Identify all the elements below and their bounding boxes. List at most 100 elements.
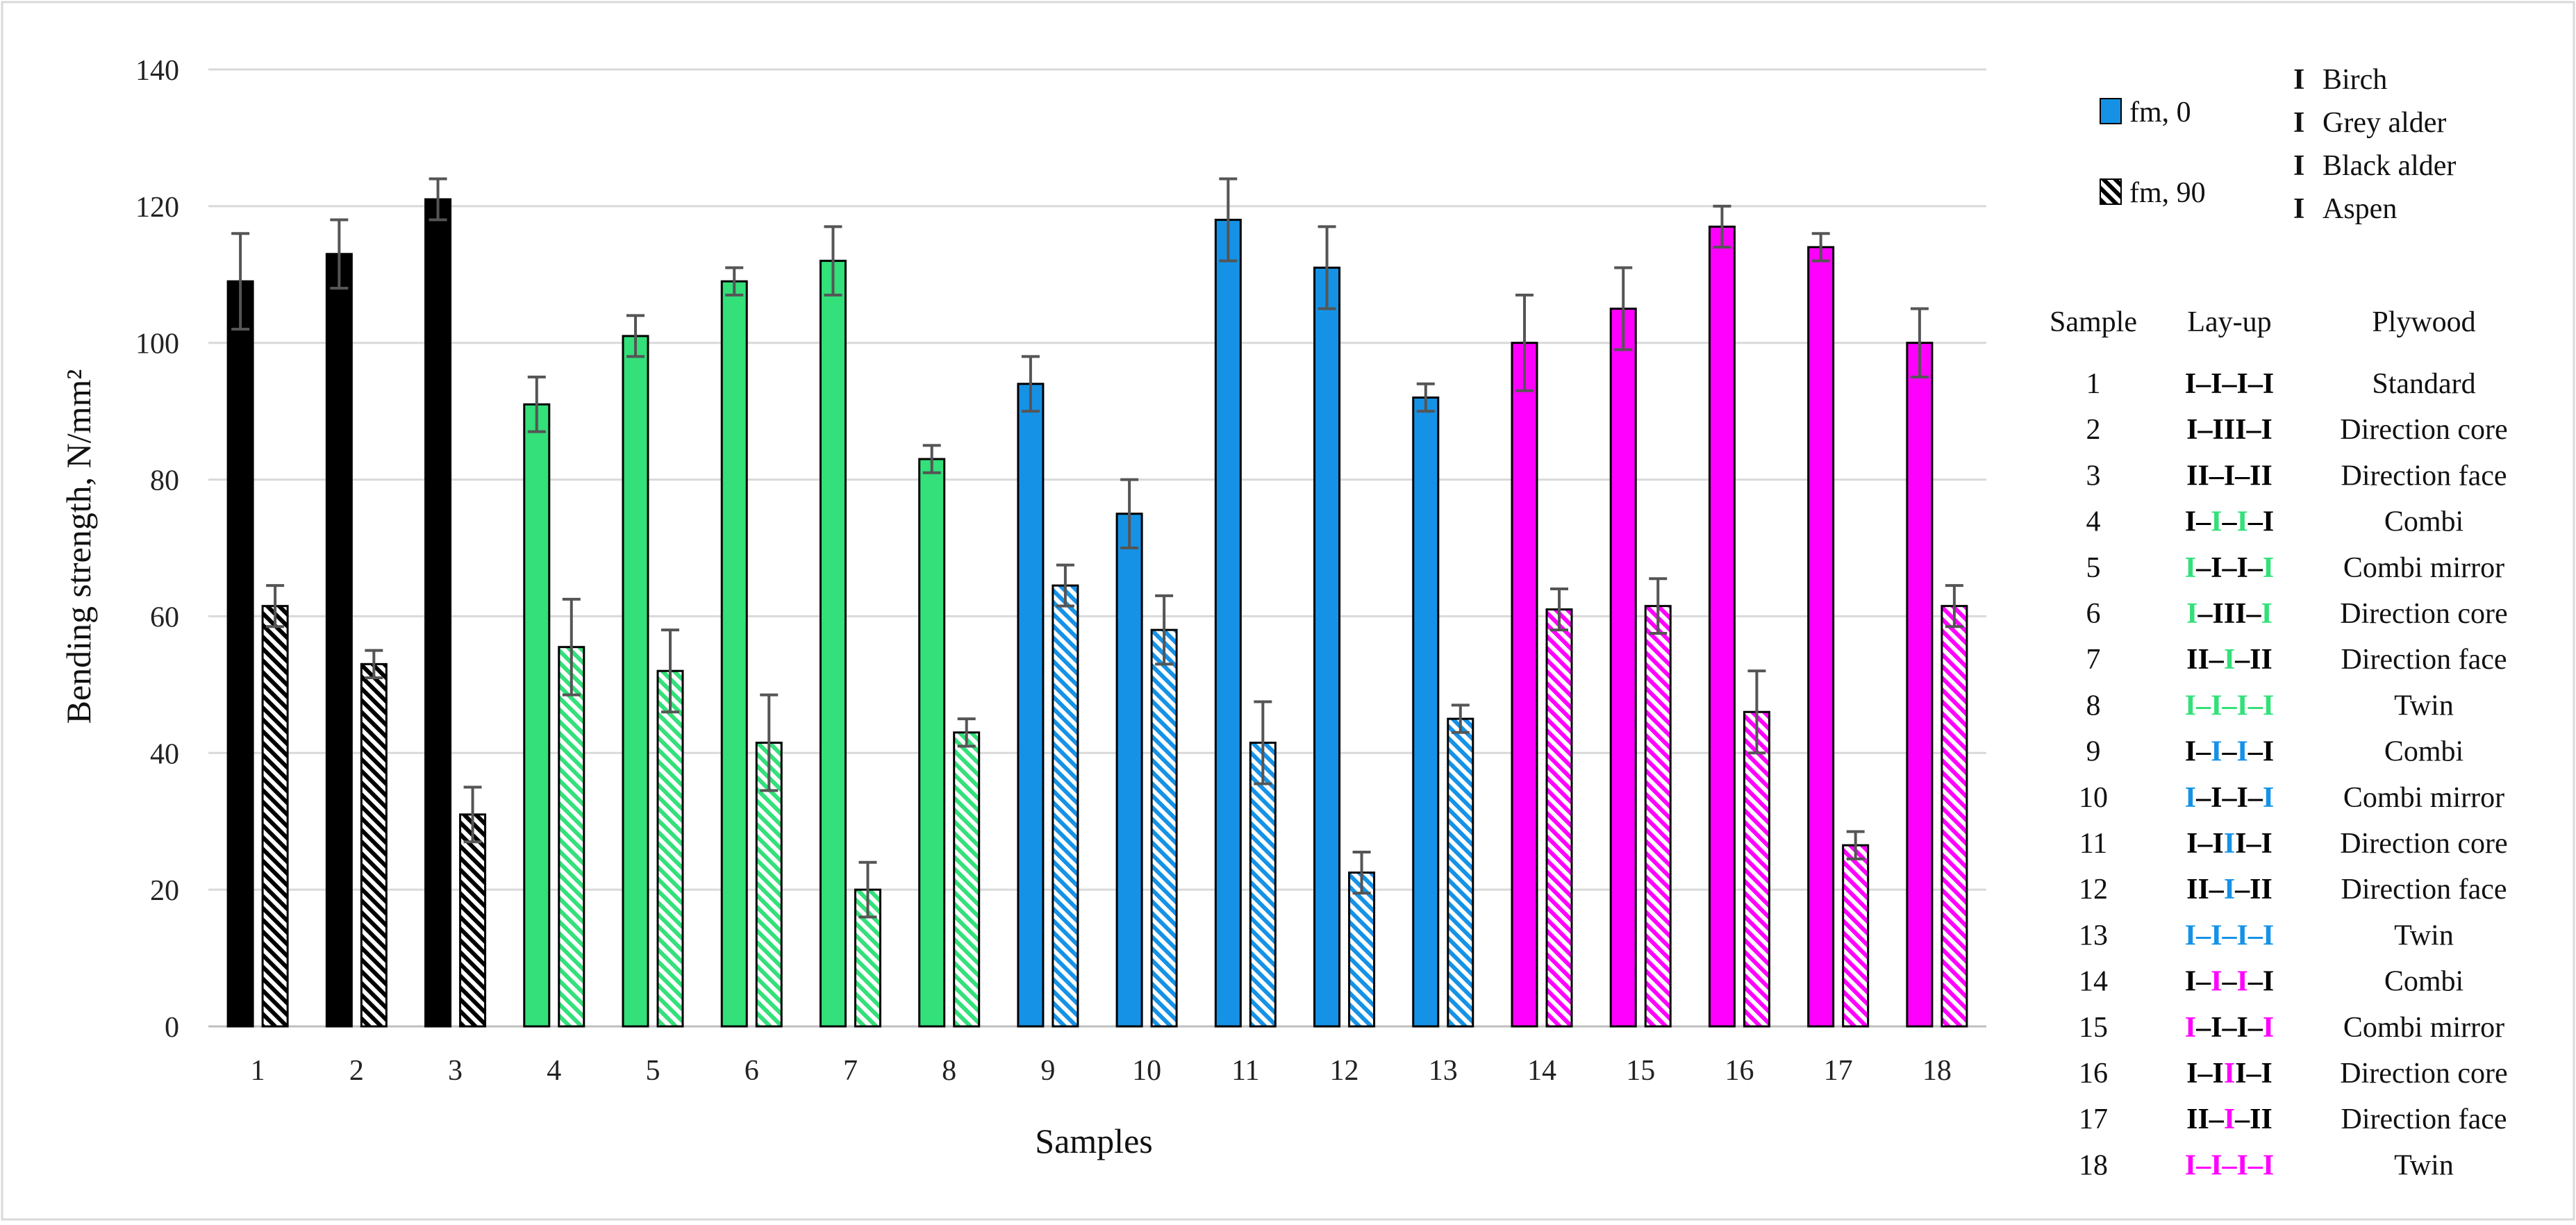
table-sample-number: 18 [2079, 1149, 2108, 1181]
table-plywood-type: Twin [2394, 1149, 2454, 1181]
table-header: Sample [2050, 306, 2137, 338]
bar-fm0 [1807, 246, 1835, 1028]
table-plywood-type: Direction face [2341, 874, 2507, 906]
bar-fm90 [953, 731, 981, 1028]
table-sample-number: 2 [2086, 414, 2101, 446]
x-tick-label: 9 [1040, 1055, 1055, 1087]
layup-segment: I [2211, 506, 2222, 538]
bar-fm90 [261, 605, 289, 1028]
table-plywood-type: Combi mirror [2343, 552, 2504, 584]
x-tick-label: 12 [1330, 1055, 1359, 1087]
table-plywood-type: Direction face [2341, 460, 2507, 492]
table-sample-number: 17 [2079, 1103, 2108, 1135]
layup-segment: II– [2186, 874, 2225, 906]
bar-fm0 [523, 403, 551, 1028]
table-plywood-type: Direction core [2340, 414, 2507, 446]
bar-fm0 [622, 335, 649, 1028]
bar-fm90 [1447, 717, 1474, 1028]
table-sample-number: 4 [2086, 506, 2101, 538]
bar-fm90 [1249, 742, 1277, 1028]
bar-fm0 [325, 253, 353, 1028]
bar-fm90 [1348, 872, 1376, 1028]
bar-fm0 [1214, 219, 1242, 1028]
table-sample-number: 16 [2079, 1058, 2108, 1090]
table-layup: I–I–I–I [2185, 1149, 2274, 1181]
legend-species-label: Aspen [2322, 193, 2397, 225]
bar-fm0 [424, 198, 452, 1028]
layup-segment: I [2186, 598, 2197, 630]
table-sample-number: 7 [2086, 644, 2101, 676]
table-layup: II–I–II [2186, 1103, 2272, 1135]
table-plywood-type: Combi [2384, 966, 2463, 998]
layup-segment: –I [2247, 736, 2274, 768]
bar-fm0 [1412, 396, 1440, 1028]
layup-segment: II– [2186, 644, 2225, 676]
bar-fm0 [1017, 383, 1045, 1028]
table-sample-number: 5 [2086, 552, 2101, 584]
table-plywood-type: Direction core [2340, 1058, 2507, 1090]
bar-fm0 [720, 280, 748, 1028]
layup-segment: I–III–I [2186, 414, 2272, 446]
y-tick-label: 140 [135, 55, 179, 87]
layup-segment: I [2263, 1012, 2274, 1044]
y-tick-label: 120 [135, 192, 179, 224]
table-sample-number: 8 [2086, 690, 2101, 722]
legend-species-label: Birch [2322, 64, 2387, 96]
x-tick-label: 3 [448, 1055, 463, 1087]
layup-segment: –I–I– [2195, 552, 2263, 584]
bar-fm0 [226, 280, 254, 1028]
legend-species-symbol: I [2293, 107, 2304, 139]
layup-segment: –II [2234, 1103, 2272, 1135]
table-plywood-type: Combi mirror [2343, 1012, 2504, 1044]
table-sample-number: 11 [2079, 828, 2107, 860]
layup-segment: –I [2247, 506, 2274, 538]
x-tick-label: 13 [1429, 1055, 1458, 1087]
y-tick-labels: 0 20 40 60 80 100 120 140 [135, 55, 179, 1044]
table-layup: II–I–II [2186, 874, 2272, 906]
bar-fm0 [1906, 342, 1934, 1028]
table-header: Lay-up [2187, 306, 2271, 338]
layup-segment: I [2261, 598, 2272, 630]
legend-species-symbol: I [2293, 150, 2304, 182]
table-header: Plywood [2372, 306, 2475, 338]
layup-segment: I [2224, 1058, 2235, 1090]
table-plywood-type: Combi mirror [2343, 782, 2504, 814]
layup-segment: I [2185, 782, 2196, 814]
layup-segment: II– [2186, 1103, 2225, 1135]
x-tick-label: 11 [1231, 1055, 1259, 1087]
legend-species-label: Black alder [2322, 150, 2456, 182]
layup-segment: –II [2234, 644, 2272, 676]
layup-segment: I [2224, 644, 2235, 676]
bar-fm90 [1842, 844, 1870, 1028]
x-tick-labels: 1 2 3 4 5 6 7 8 9 10 11 12 13 14 15 16 17 18 [251, 1055, 1952, 1087]
bar-fm90 [1052, 584, 1079, 1028]
layup-segment: –II [2234, 874, 2272, 906]
table-layup: I–I–I–I [2185, 966, 2274, 998]
bar-fm0 [1313, 266, 1341, 1028]
bar-fm0 [1115, 512, 1143, 1028]
table-layup: I–III–I [2186, 1058, 2272, 1090]
layup-segment: I–I [2235, 828, 2272, 860]
layup-segment: II–I–II [2186, 460, 2272, 492]
x-tick-label: 16 [1725, 1055, 1754, 1087]
layup-segment: I [2263, 552, 2274, 584]
legend-swatch-fm0 [2100, 98, 2122, 124]
gridlines [208, 68, 1986, 1028]
layup-segment: I [2237, 736, 2248, 768]
x-axis-title: Samples [1035, 1122, 1152, 1160]
table-sample-number: 12 [2079, 874, 2108, 906]
y-tick-label: 80 [150, 465, 179, 497]
layup-segment: –I–I– [2195, 1012, 2263, 1044]
table-layup: I–I–I–I [2185, 552, 2274, 584]
bars [226, 198, 1968, 1028]
table-sample-number: 14 [2079, 966, 2108, 998]
x-tick-label: 4 [547, 1055, 561, 1087]
layup-segment: I–I [2235, 1058, 2272, 1090]
x-tick-label: 10 [1132, 1055, 1161, 1087]
table-plywood-type: Combi [2384, 506, 2463, 538]
bar-fm90 [1644, 605, 1672, 1028]
x-tick-label: 18 [1922, 1055, 1952, 1087]
layup-segment: I– [2185, 506, 2211, 538]
